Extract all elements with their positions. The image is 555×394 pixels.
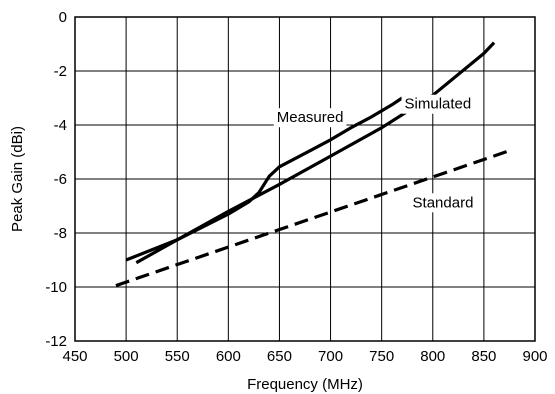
y-tick-label: -10 [45,279,67,296]
x-tick-label: 700 [318,348,343,365]
series-label-background [409,193,477,213]
x-axis-label: Frequency (MHz) [247,376,363,393]
series-line-simulated [135,41,496,265]
series-label-group-simulated: Simulated [401,94,475,114]
series-label-background [273,108,347,128]
y-tick-label: 0 [59,9,67,26]
x-tick-label: 850 [471,348,496,365]
x-tick-label: 900 [522,348,547,365]
x-tick-label: 750 [369,348,394,365]
x-tick-label: 650 [267,348,292,365]
x-tick-label: 500 [114,348,139,365]
series-labels: Measured Simulated Standard [273,94,477,213]
series-label-background [401,94,475,114]
y-tick-label: -8 [54,225,67,242]
series-label-simulated: Simulated [405,96,472,113]
x-tick-label: 600 [216,348,241,365]
x-tick-label: 550 [165,348,190,365]
series-label-group-measured: Measured [273,108,347,128]
x-tick-label: 800 [420,348,445,365]
series-label-group-standard: Standard [409,193,477,213]
y-tick-label: -6 [54,171,67,188]
axis-ticks: 450 500 550 600 650 700 750 800 850 900 0 -2 -4 -6 -8 -… [45,9,547,365]
y-axis-label: Peak Gain (dBi) [9,126,26,232]
series-line-measured [125,96,403,262]
x-tick-label: 450 [62,348,87,365]
y-tick-label: -12 [45,333,67,350]
y-tick-label: -4 [54,117,67,134]
series-line-standard [115,149,510,288]
plot-frame [74,16,536,342]
y-tick-label: -2 [54,63,67,80]
series-label-standard: Standard [413,194,474,211]
grid-lines [75,17,535,341]
series-label-measured: Measured [277,109,344,126]
series-lines [115,41,510,288]
